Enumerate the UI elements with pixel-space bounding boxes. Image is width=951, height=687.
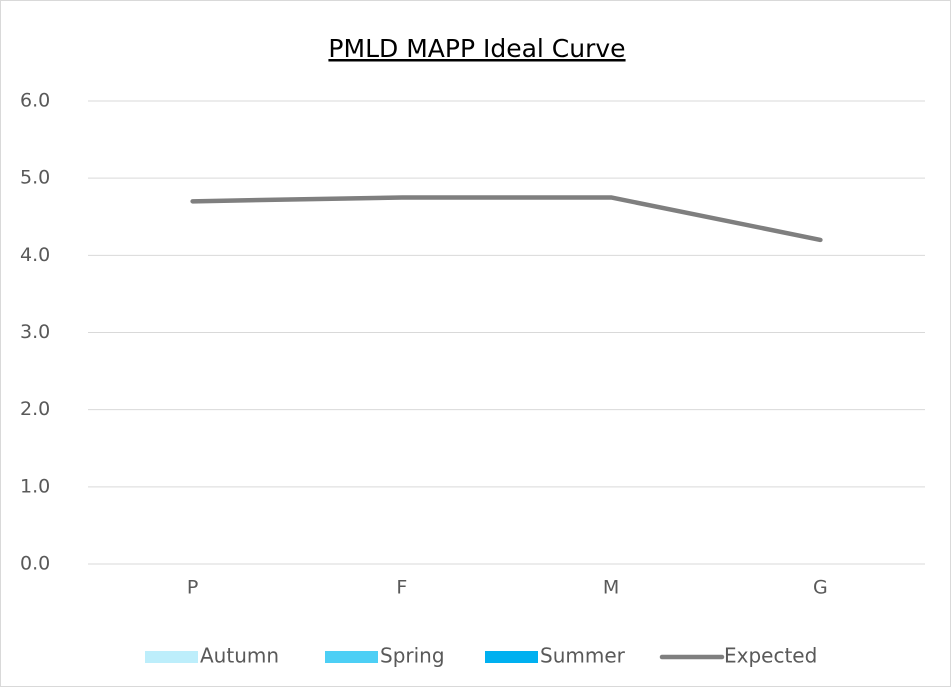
legend-swatch xyxy=(325,651,378,663)
chart-title: PMLD MAPP Ideal Curve xyxy=(328,34,625,63)
x-tick-label: P xyxy=(187,577,198,599)
y-tick-label: 0.0 xyxy=(20,553,50,575)
line xyxy=(190,195,823,243)
y-tick-label: 4.0 xyxy=(20,244,50,266)
x-tick-label: G xyxy=(813,577,828,599)
legend-swatch xyxy=(145,651,198,663)
legend-label: Summer xyxy=(540,644,626,668)
y-tick-label: 5.0 xyxy=(20,167,50,189)
legend-label: Spring xyxy=(380,644,445,668)
y-tick-label: 1.0 xyxy=(20,475,50,497)
legend-swatch xyxy=(485,651,538,663)
legend-label: Autumn xyxy=(200,644,279,668)
y-tick-label: 2.0 xyxy=(20,398,50,420)
x-tick-label: M xyxy=(603,577,619,599)
y-tick-label: 3.0 xyxy=(20,321,50,343)
legend-label: Expected xyxy=(724,644,817,668)
y-tick-label: 6.0 xyxy=(20,90,50,112)
x-tick-label: F xyxy=(396,577,407,599)
